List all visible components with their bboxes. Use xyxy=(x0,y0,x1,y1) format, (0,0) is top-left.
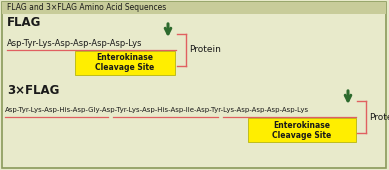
Text: Enterokinase: Enterokinase xyxy=(273,121,331,130)
Text: 3×FLAG: 3×FLAG xyxy=(7,83,60,97)
Text: FLAG: FLAG xyxy=(7,15,41,29)
Text: Cleavage Site: Cleavage Site xyxy=(95,64,154,72)
Text: Protein: Protein xyxy=(189,46,221,55)
Text: Cleavage Site: Cleavage Site xyxy=(272,131,332,140)
Text: Enterokinase: Enterokinase xyxy=(96,54,154,63)
Text: Asp-Tyr-Lys-Asp-His-Asp-Gly-Asp-Tyr-Lys-Asp-His-Asp-Ile-Asp-Tyr-Lys-Asp-Asp-Asp-: Asp-Tyr-Lys-Asp-His-Asp-Gly-Asp-Tyr-Lys-… xyxy=(5,107,309,113)
Bar xyxy=(248,118,356,142)
Bar xyxy=(75,51,175,75)
Text: Protein: Protein xyxy=(369,113,389,122)
Text: FLAG and 3×FLAG Amino Acid Sequences: FLAG and 3×FLAG Amino Acid Sequences xyxy=(7,4,166,13)
Text: Asp-Tyr-Lys-Asp-Asp-Asp-Asp-Lys: Asp-Tyr-Lys-Asp-Asp-Asp-Asp-Lys xyxy=(7,38,142,47)
Bar xyxy=(2,2,386,14)
